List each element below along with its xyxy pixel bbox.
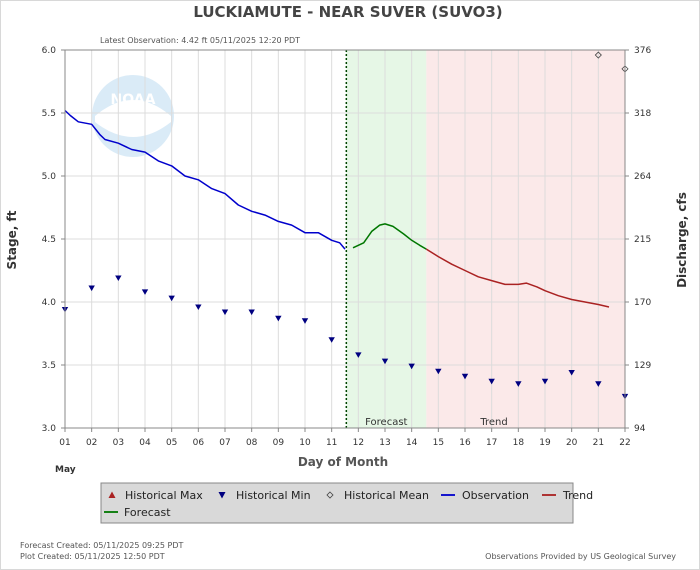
y-tick-label-left: 6.0	[42, 46, 57, 56]
x-tick-label: 01	[59, 438, 70, 448]
y-tick-label-left: 5.0	[42, 172, 57, 182]
y-tick-label-right: 376	[634, 46, 651, 56]
latest-observation: Latest Observation: 4.42 ft 05/11/2025 1…	[100, 36, 300, 45]
historical-min-point	[355, 352, 362, 358]
data-provider: Observations Provided by US Geological S…	[485, 552, 676, 561]
plot-created: Plot Created: 05/11/2025 12:50 PDT	[20, 552, 165, 561]
legend-historical-max-label: Historical Max	[125, 489, 203, 502]
x-tick-label: 20	[566, 438, 578, 448]
forecast-line	[352, 223, 427, 250]
x-tick-label: 08	[246, 438, 258, 448]
x-tick-label: 16	[459, 438, 471, 448]
y-tick-label-right: 170	[634, 298, 651, 308]
historical-min-point	[381, 358, 389, 365]
y-tick-label-right: 318	[634, 109, 651, 119]
x-tick-label: 13	[379, 438, 390, 448]
y-tick-label-left: 4.5	[42, 235, 56, 245]
x-tick-label: 02	[86, 438, 97, 448]
x-tick-label: 04	[139, 438, 151, 448]
y-tick-label-right: 215	[634, 235, 651, 245]
x-month-label: May	[55, 465, 76, 475]
historical-min-point	[435, 368, 442, 375]
y-tick-label-right: 129	[634, 361, 651, 371]
observation-line	[64, 109, 346, 250]
y-axis-label-left: Stage, ft	[5, 210, 19, 269]
x-tick-label: 19	[539, 438, 551, 448]
legend-historical-min-label: Historical Min	[236, 489, 311, 502]
historical-min-point	[488, 378, 495, 385]
y-tick-label-left: 4.0	[42, 298, 57, 308]
historical-min-point	[88, 285, 95, 292]
legend-historical-max-symbol	[108, 491, 116, 498]
legend-historical-mean-label: Historical Mean	[344, 489, 429, 502]
legend-observation-label: Observation	[462, 489, 529, 502]
y-tick-label-right: 94	[634, 424, 646, 434]
legend-trend-label: Trend	[562, 489, 593, 502]
x-tick-label: 10	[299, 438, 311, 448]
y-axis-label-right: Discharge, cfs	[675, 192, 689, 288]
y-tick-label-left: 5.5	[42, 109, 56, 119]
forecast-region-label: Forecast	[365, 417, 407, 428]
x-tick-label: 03	[113, 438, 124, 448]
historical-min-point	[115, 275, 122, 282]
y-tick-label-right: 264	[634, 172, 651, 182]
x-tick-label: 15	[433, 438, 444, 448]
historical-min-point	[168, 295, 175, 302]
historical-min-point	[568, 369, 575, 376]
trend-region-label: Trend	[479, 417, 507, 428]
historical-min-point	[408, 363, 415, 370]
historical-min-point	[221, 309, 229, 316]
historical-min-point	[541, 378, 549, 385]
historical-min-point	[248, 309, 255, 316]
x-tick-label: 09	[273, 438, 285, 448]
x-tick-label: 05	[166, 438, 177, 448]
legend-box	[100, 482, 574, 524]
historical-min-point	[595, 381, 602, 387]
historical-min-point	[141, 289, 149, 295]
historical-min-point	[195, 304, 202, 311]
x-tick-label: 06	[193, 438, 205, 448]
historical-min-point	[461, 373, 469, 380]
x-tick-label: 18	[513, 438, 525, 448]
x-tick-label: 07	[219, 438, 230, 448]
x-tick-label: 14	[406, 438, 418, 448]
chart-title: LUCKIAMUTE - NEAR SUVER (SUVO3)	[193, 3, 502, 21]
x-axis-label: Day of Month	[298, 455, 388, 469]
y-tick-label-left: 3.5	[42, 361, 56, 371]
x-tick-label: 17	[486, 438, 497, 448]
historical-min-point	[275, 315, 282, 322]
x-tick-label: 12	[353, 438, 364, 448]
legend: Historical Max Historical Min Historical M…	[104, 489, 593, 519]
historical-mean-point	[594, 51, 602, 59]
historical-min-point	[515, 381, 522, 387]
trend-line	[425, 248, 610, 308]
y-tick-label-left: 3.0	[42, 424, 57, 434]
forecast-created: Forecast Created: 05/11/2025 09:25 PDT	[20, 541, 184, 550]
legend-forecast-label: Forecast	[124, 506, 171, 519]
x-tick-label: 21	[593, 438, 604, 448]
historical-min-point	[328, 337, 335, 343]
noaa-logo: NOAA	[92, 75, 174, 157]
x-tick-label: 22	[619, 438, 630, 448]
historical-min-point	[301, 318, 309, 324]
legend-historical-mean-symbol	[326, 491, 334, 499]
noaa-logo-text: NOAA	[111, 92, 156, 108]
x-tick-label: 11	[326, 438, 337, 448]
legend-historical-min-symbol	[218, 492, 226, 499]
